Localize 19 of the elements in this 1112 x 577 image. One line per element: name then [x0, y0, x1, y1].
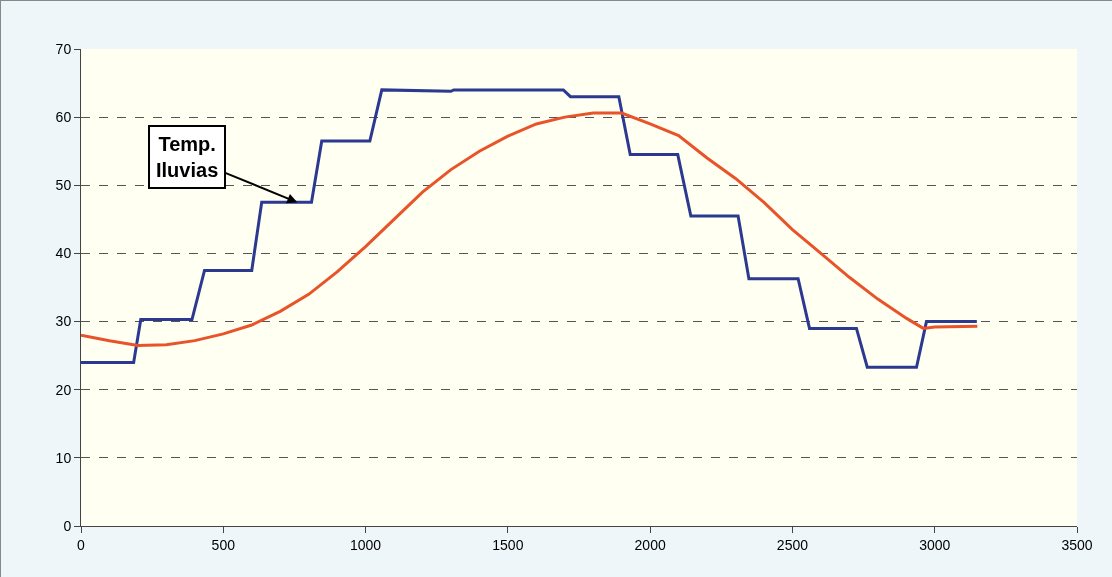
x-tick-label: 1500	[492, 536, 524, 553]
x-tick-label: 2500	[776, 536, 809, 553]
annotation: Temp. Iluvias	[156, 133, 219, 181]
y-tick-label: 40	[55, 245, 72, 262]
y-tick-label: 30	[55, 313, 72, 330]
x-tick-label: 1000	[349, 536, 382, 553]
y-tick-label: 70	[55, 40, 72, 57]
x-tick-label: 0	[77, 536, 86, 553]
x-tick-label: 500	[211, 536, 236, 553]
y-tick-label: 60	[55, 109, 72, 126]
line-series	[81, 88, 979, 369]
line-series	[81, 111, 979, 347]
y-tick-label: 0	[63, 517, 72, 534]
y-tick-label: 50	[55, 177, 72, 194]
x-tick-label: 3500	[1061, 536, 1093, 553]
y-tick-label: 10	[55, 449, 72, 466]
x-tick-label: 2000	[634, 536, 666, 553]
x-tick-label: 3000	[919, 536, 951, 553]
y-tick-label: 20	[55, 381, 72, 398]
